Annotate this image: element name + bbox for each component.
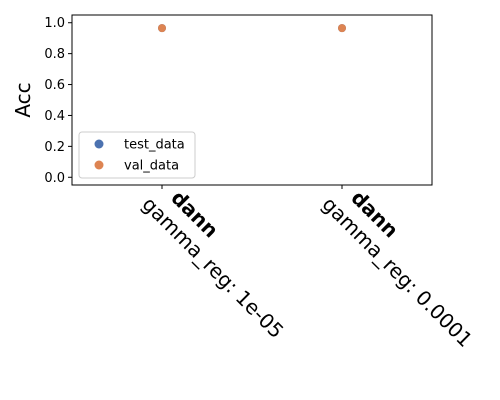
y-axis-label: Acc: [11, 82, 35, 117]
x-tick-param-label: gamma_reg: 0.0001: [317, 192, 477, 352]
plot-frame: [71, 14, 433, 186]
point-val-data: [158, 24, 166, 33]
y-tick-label: 0.4: [44, 109, 65, 124]
legend-label-val-data: val_data: [124, 159, 179, 174]
y-tick-label: 1.0: [44, 16, 65, 31]
legend-box: [78, 131, 196, 179]
data-points: [158, 24, 346, 33]
legend: test_data val_data: [78, 131, 196, 179]
y-axis-ticks: 0.0 0.2 0.4 0.6 0.8 1.0: [44, 16, 72, 186]
y-tick-label: 0.2: [44, 140, 65, 155]
legend-marker-test-data: [94, 139, 104, 149]
legend-marker-val-data: [94, 160, 104, 170]
legend-label-test-data: test_data: [124, 138, 185, 153]
y-tick-label: 0.0: [44, 171, 65, 186]
y-tick-label: 0.8: [44, 47, 65, 62]
y-tick-label: 0.6: [44, 78, 65, 93]
point-val-data: [338, 24, 346, 33]
